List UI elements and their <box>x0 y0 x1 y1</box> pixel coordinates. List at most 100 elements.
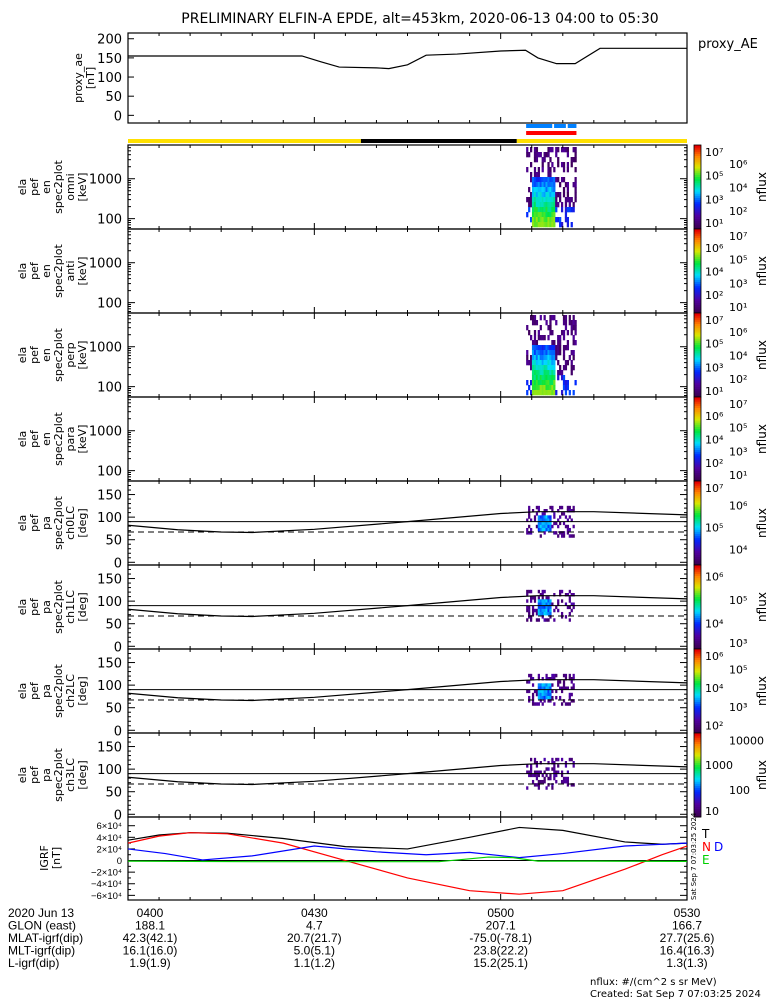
colorbar-tick-label: 10⁴ <box>705 617 724 630</box>
spectrogram-pixel <box>572 605 575 610</box>
colorbar-segment <box>694 487 701 490</box>
spectrogram-pixel <box>545 767 548 771</box>
colorbar-segment <box>694 556 701 560</box>
spectrogram-pixel <box>535 761 539 765</box>
spectrogram-pixel <box>539 345 542 351</box>
ephemeris-value: 0430 <box>301 906 328 920</box>
colorbar-label: nflux <box>755 424 769 454</box>
spectrogram-pixel <box>530 531 533 535</box>
colorbar-segment <box>694 655 701 658</box>
colorbar-segment <box>694 806 701 810</box>
spectrogram-pixel <box>545 692 548 697</box>
colorbar-segment <box>694 791 701 795</box>
spectrogram-pixel <box>543 152 546 158</box>
spectra-panel-ylabel: en <box>40 432 53 446</box>
spectra-panel-ylabel: pef <box>28 345 41 364</box>
y-tick-label: 100 <box>97 763 122 778</box>
spectrogram-pixel <box>526 147 529 153</box>
spectrogram-pixel <box>530 147 533 153</box>
spectrogram-pixel <box>545 212 548 218</box>
spectrogram-pixel <box>572 677 575 681</box>
spectrogram-pixel <box>555 197 558 203</box>
spectrogram-pixel <box>545 390 548 396</box>
y-tick-label: 6×10⁴ <box>97 821 122 832</box>
spectrogram-pixel <box>535 764 539 768</box>
colorbar-segment <box>694 772 701 776</box>
spectrogram-pixel <box>530 596 533 600</box>
spectrogram-pixel <box>541 599 544 603</box>
spectrogram-pixel <box>572 157 575 163</box>
colorbar-segment <box>694 359 701 362</box>
spectrogram-pixel <box>539 524 542 529</box>
spectrogram-pixel <box>560 505 564 510</box>
spectrogram-pixel <box>547 783 550 787</box>
spectrogram-pixel <box>531 345 535 351</box>
spectrogram-pixel <box>537 370 540 376</box>
spectrogram-pixel <box>541 702 544 706</box>
colorbar-segment <box>694 613 701 616</box>
spectrogram-pixel <box>570 692 573 697</box>
spectra-panel-frame <box>127 228 688 314</box>
spectrogram-pixel <box>531 182 535 188</box>
colorbar-segment <box>694 436 701 440</box>
colorbar-segment <box>694 214 701 217</box>
spectrogram-pixel <box>551 786 554 790</box>
spectrogram-pixel <box>531 683 535 687</box>
spectrogram-pixel <box>551 315 554 321</box>
spectrogram-pixel <box>528 187 531 193</box>
spectrogram-pixel <box>547 518 550 522</box>
spectrogram-pixel <box>530 677 533 681</box>
spectrogram-pixel <box>549 776 552 781</box>
spectrogram-pixel <box>551 505 554 510</box>
spectrogram-pixel <box>564 761 568 765</box>
colorbar-segment <box>694 506 701 509</box>
colorbar-segment <box>694 399 701 402</box>
spectrogram-pixel <box>528 512 531 516</box>
colorbar-segment <box>694 382 701 385</box>
spectrogram-pixel <box>543 182 546 188</box>
spectrogram-pixel <box>541 335 544 341</box>
chart-title: PRELIMINARY ELFIN-A EPDE, alt=453km, 202… <box>181 11 658 27</box>
spectrogram-pixel <box>528 531 531 535</box>
spectrogram-pixel <box>537 618 540 622</box>
spectrogram-pixel <box>551 350 554 356</box>
spectrogram-pixel <box>553 360 556 366</box>
colorbar-segment <box>694 800 701 803</box>
spectra-panel-ylabel: spec2plot <box>52 244 65 298</box>
spectrogram-pixel <box>545 187 548 193</box>
colorbar-segment <box>694 737 701 740</box>
colorbar-segment <box>694 367 701 371</box>
spectrogram-pixel <box>537 521 540 526</box>
colorbar-segment <box>694 245 701 249</box>
spectrogram-pixel <box>553 197 556 203</box>
spectrogram-pixel <box>531 197 535 203</box>
spectrogram-pixel <box>543 602 546 606</box>
spectra-panel-ylabel: [deg] <box>76 592 89 621</box>
spectrogram-pixel <box>551 147 554 153</box>
spectrogram-pixel <box>568 618 571 622</box>
colorbar-segment <box>694 688 701 692</box>
spectrogram-pixel <box>549 505 552 510</box>
spectrogram-pixel <box>551 355 554 361</box>
spectrogram-pixel <box>541 524 544 529</box>
spectrogram-pixel <box>543 197 546 203</box>
colorbar-segment <box>694 298 701 301</box>
spectrogram-pixel <box>572 315 575 321</box>
spectrogram-pixel <box>530 757 533 762</box>
spectrogram-pixel <box>547 380 550 386</box>
spectrogram-pixel <box>559 589 562 594</box>
spectrogram-pixel <box>543 605 546 610</box>
spectrogram-pixel <box>547 527 550 532</box>
y-tick-label: 50 <box>105 90 122 105</box>
spectrogram-pixel <box>568 527 571 532</box>
spectrogram-pixel <box>553 673 556 678</box>
colorbar-segment <box>694 705 701 709</box>
colorbar-segment <box>694 218 701 222</box>
spectra-panel-ylabel: [deg] <box>76 508 89 537</box>
spectrogram-pixel <box>572 207 575 213</box>
spectrogram-pixel <box>562 531 566 535</box>
colorbar-tick-label: 10² <box>729 205 747 218</box>
spectrogram-pixel <box>531 702 535 706</box>
spectrogram-pixel <box>564 360 568 366</box>
spectrogram-pixel <box>541 527 544 532</box>
